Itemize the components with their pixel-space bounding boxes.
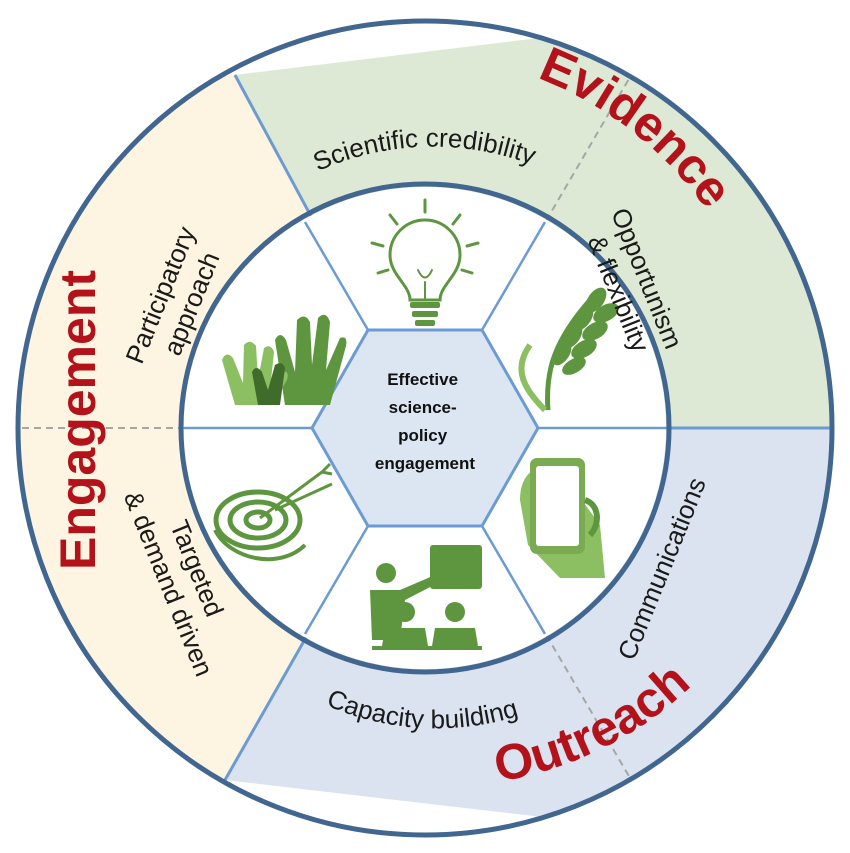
middle-ring [178,181,672,675]
divider-dashed-lower [424,427,641,796]
center-hexagon [310,328,540,528]
center-line-1: Effective [387,370,458,389]
lightbulb-icon [370,198,480,326]
inner-dividers [184,221,666,635]
pillar-engagement: Engagement [50,270,106,570]
center-title: Effective science- policy engagement [375,370,475,473]
target-icon [213,462,333,562]
raised-hands-icon [222,314,347,405]
outer-ring-border [15,18,835,838]
center-line-3: policy [398,426,448,445]
presentation-icon [370,545,482,650]
center-line-2: science- [389,398,457,417]
smartphone-icon [520,458,605,578]
center-line-4: engagement [375,454,475,473]
wheat-icon [518,287,619,413]
